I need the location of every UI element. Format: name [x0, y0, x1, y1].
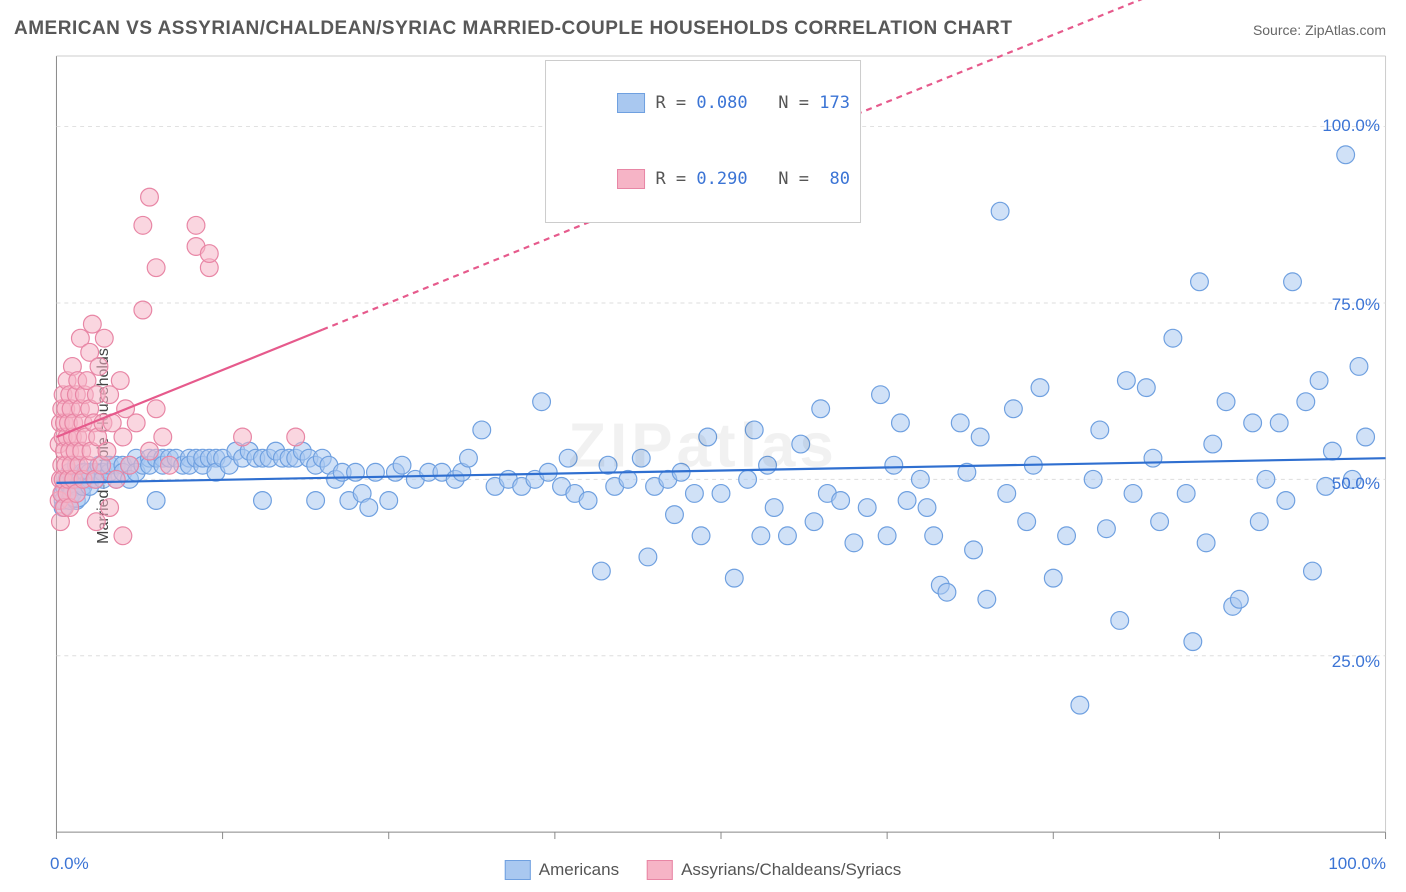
ytick-label: 25.0% — [1332, 652, 1380, 672]
ytick-label: 50.0% — [1332, 474, 1380, 494]
ytick-label: 75.0% — [1332, 295, 1380, 315]
legend-swatch-blue — [617, 93, 645, 113]
legend-label-americans: Americans — [539, 860, 619, 880]
ytick-label: 100.0% — [1322, 116, 1380, 136]
xaxis-max-label: 100.0% — [1328, 854, 1386, 874]
xaxis-min-label: 0.0% — [50, 854, 89, 874]
legend-top-row-2: R = 0.290 N = 80 — [556, 142, 850, 219]
chart-title: AMERICAN VS ASSYRIAN/CHALDEAN/SYRIAC MAR… — [14, 18, 1012, 40]
legend-item-americans: Americans — [505, 860, 619, 880]
legend-swatch-americans — [505, 860, 531, 880]
chart-container: AMERICAN VS ASSYRIAN/CHALDEAN/SYRIAC MAR… — [0, 0, 1406, 892]
legend-item-assyrians: Assyrians/Chaldeans/Syriacs — [647, 860, 901, 880]
legend-swatch-assyrians — [647, 860, 673, 880]
legend-top-box: R = 0.080 N = 173 R = 0.290 N = 80 — [545, 60, 861, 223]
legend-bottom: Americans Assyrians/Chaldeans/Syriacs — [505, 860, 901, 880]
legend-top-row-1: R = 0.080 N = 173 — [556, 65, 850, 142]
legend-swatch-pink — [617, 169, 645, 189]
legend-label-assyrians: Assyrians/Chaldeans/Syriacs — [681, 860, 901, 880]
source-label: Source: ZipAtlas.com — [1253, 22, 1386, 38]
